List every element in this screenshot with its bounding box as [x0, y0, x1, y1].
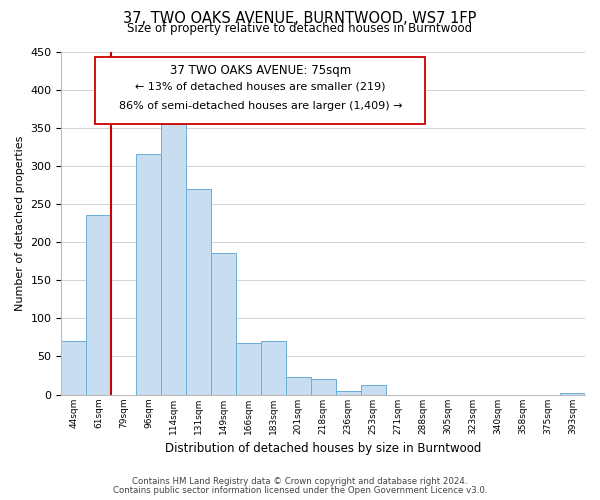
Bar: [361, 386, 386, 394]
X-axis label: Distribution of detached houses by size in Burntwood: Distribution of detached houses by size …: [165, 442, 481, 455]
Bar: [136, 154, 161, 394]
Bar: [311, 380, 335, 394]
Bar: [286, 377, 311, 394]
Text: 37 TWO OAKS AVENUE: 75sqm: 37 TWO OAKS AVENUE: 75sqm: [170, 64, 351, 76]
Bar: [86, 216, 111, 394]
Text: Contains HM Land Registry data © Crown copyright and database right 2024.: Contains HM Land Registry data © Crown c…: [132, 477, 468, 486]
Bar: [261, 341, 286, 394]
Bar: [186, 188, 211, 394]
Y-axis label: Number of detached properties: Number of detached properties: [15, 136, 25, 310]
Bar: [211, 254, 236, 394]
Bar: [335, 390, 361, 394]
Text: ← 13% of detached houses are smaller (219): ← 13% of detached houses are smaller (21…: [135, 82, 386, 92]
Text: 37, TWO OAKS AVENUE, BURNTWOOD, WS7 1FP: 37, TWO OAKS AVENUE, BURNTWOOD, WS7 1FP: [124, 11, 476, 26]
Bar: [61, 341, 86, 394]
Bar: [161, 112, 186, 394]
FancyBboxPatch shape: [95, 56, 425, 124]
Bar: [560, 393, 585, 394]
Bar: [236, 342, 261, 394]
Text: Contains public sector information licensed under the Open Government Licence v3: Contains public sector information licen…: [113, 486, 487, 495]
Text: Size of property relative to detached houses in Burntwood: Size of property relative to detached ho…: [127, 22, 473, 35]
Text: 86% of semi-detached houses are larger (1,409) →: 86% of semi-detached houses are larger (…: [119, 100, 402, 110]
